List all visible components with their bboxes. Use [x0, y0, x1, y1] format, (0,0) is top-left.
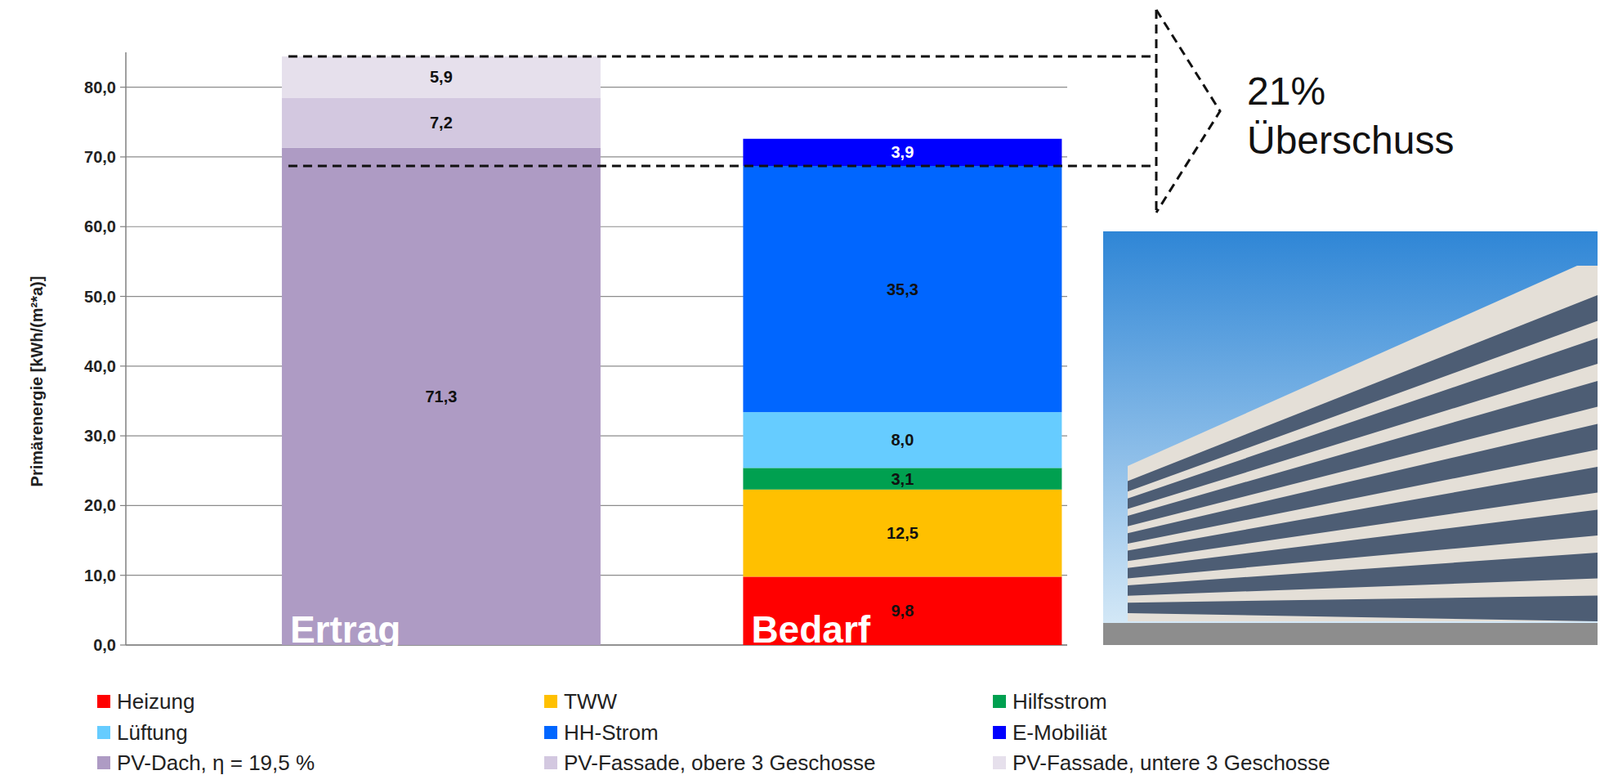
data-label: 5,9: [429, 67, 453, 86]
tick-label: 80,0: [84, 78, 117, 97]
legend-label: Hilfsstrom: [1012, 688, 1108, 714]
photo-street: [1103, 622, 1598, 645]
tick-label: 10,0: [84, 566, 117, 585]
data-label: 3,9: [890, 143, 914, 161]
tick-label: 70,0: [84, 147, 117, 166]
data-label: 8,0: [890, 430, 914, 449]
legend-label: HH-Strom: [563, 719, 659, 745]
tick-mark: [120, 226, 126, 228]
bars: [281, 56, 1062, 645]
annotation-bracket: [1155, 9, 1158, 213]
legend-swatch: [97, 694, 111, 708]
tick-mark: [120, 86, 126, 88]
y-axis-title: Primärenergie [kWh/(m²*a)]: [27, 276, 46, 488]
data-label: 7,2: [429, 113, 453, 132]
chart: 0,0 10,0 20,0 30,0 40,0 50,0 60,0 70,0 80,0 Primä…: [0, 0, 1600, 784]
category-label: Bedarf: [750, 607, 871, 651]
legend-label: Heizung: [116, 688, 195, 714]
tick-label: 30,0: [84, 426, 117, 445]
legend-swatch: [992, 725, 1006, 739]
y-axis-line: [125, 52, 127, 645]
bar-segment: [742, 489, 1062, 577]
tick-mark: [120, 574, 126, 576]
legend-swatch: [992, 755, 1006, 769]
tick-mark: [120, 365, 126, 367]
annotation-arrow: [1156, 9, 1221, 213]
y-axis: 0,0 10,0 20,0 30,0 40,0 50,0 60,0 70,0 80,0: [84, 52, 1068, 654]
tick-mark: [120, 505, 126, 506]
tick-mark: [120, 435, 126, 437]
bar-segment: [742, 411, 1062, 468]
data-labels: 71,3 7,2 5,9 9,8 12,5 3,1 8,0 35,3 3,9: [424, 67, 918, 620]
data-label: 12,5: [886, 523, 919, 542]
bar-segment: [742, 165, 1062, 412]
legend-swatch: [97, 725, 111, 739]
data-label: 3,1: [890, 469, 914, 488]
bar-segment: [281, 97, 601, 148]
tick-label: 40,0: [84, 357, 117, 376]
annotation-line: [288, 55, 1157, 59]
legend-swatch: [544, 694, 558, 708]
tick-label: 0,0: [93, 635, 117, 654]
legend-swatch: [97, 755, 111, 769]
legend-label: E-Mobiliät: [1012, 719, 1108, 745]
legend-label: TWW: [563, 688, 617, 714]
legend-swatch: [992, 694, 1006, 708]
tick-mark: [120, 156, 126, 157]
bar-segment: [742, 138, 1062, 166]
category-label: Ertrag: [290, 607, 401, 651]
bar-segment: [742, 467, 1062, 489]
photo-window-band: [1127, 552, 1598, 596]
legend-swatch: [544, 755, 558, 769]
photo: [1103, 231, 1598, 645]
annotation-text: Überschuss: [1246, 118, 1454, 162]
legend-swatch: [544, 725, 558, 739]
tick-label: 50,0: [84, 287, 117, 306]
legend-label: PV-Fassade, obere 3 Geschosse: [563, 750, 876, 775]
legend-label: PV-Dach, η = 19,5 %: [116, 750, 315, 775]
data-label: 35,3: [886, 280, 919, 299]
photo-building: [1127, 265, 1598, 622]
bar-segment: [281, 56, 601, 98]
tick-label: 60,0: [84, 217, 117, 236]
data-label: 71,3: [424, 387, 457, 406]
annotation-text: 21%: [1246, 69, 1326, 113]
annotation: 21% Überschuss: [288, 9, 1455, 213]
photo-sky: [1103, 231, 1598, 645]
legend: Heizung TWW Hilfsstrom Lüftung HH-Strom E-Mob…: [97, 688, 1331, 775]
annotation-line: [288, 165, 1157, 168]
tick-mark: [120, 643, 126, 645]
photo-window-band: [1127, 338, 1598, 510]
legend-label: PV-Fassade, untere 3 Geschosse: [1012, 750, 1331, 775]
legend-label: Lüftung: [116, 719, 188, 745]
tick-label: 20,0: [84, 496, 117, 514]
data-label: 9,8: [890, 601, 914, 620]
bar-segment: [281, 147, 601, 645]
photo-window-band: [1127, 294, 1598, 492]
tick-mark: [120, 295, 126, 297]
photo-window-band: [1127, 595, 1598, 622]
